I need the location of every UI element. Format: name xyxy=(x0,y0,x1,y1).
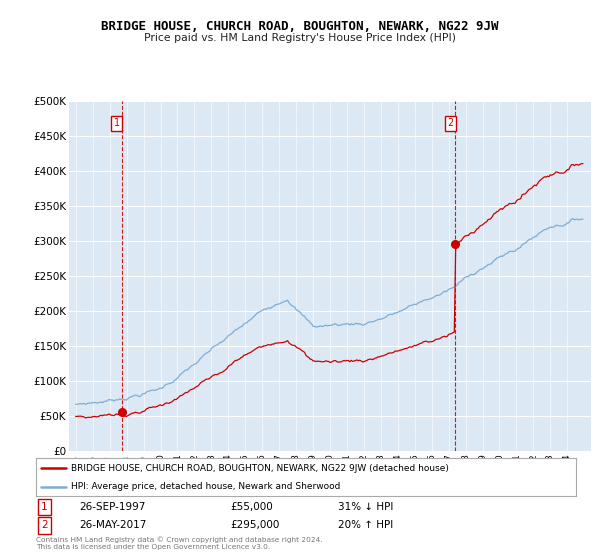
Text: 31% ↓ HPI: 31% ↓ HPI xyxy=(338,502,394,512)
Text: 2: 2 xyxy=(447,118,454,128)
Text: Price paid vs. HM Land Registry's House Price Index (HPI): Price paid vs. HM Land Registry's House … xyxy=(144,33,456,43)
Text: Contains HM Land Registry data © Crown copyright and database right 2024.
This d: Contains HM Land Registry data © Crown c… xyxy=(36,536,323,550)
Text: 20% ↑ HPI: 20% ↑ HPI xyxy=(338,520,394,530)
Text: BRIDGE HOUSE, CHURCH ROAD, BOUGHTON, NEWARK, NG22 9JW (detached house): BRIDGE HOUSE, CHURCH ROAD, BOUGHTON, NEW… xyxy=(71,464,449,473)
Text: £55,000: £55,000 xyxy=(230,502,273,512)
Text: 2: 2 xyxy=(41,520,47,530)
Text: 26-SEP-1997: 26-SEP-1997 xyxy=(79,502,146,512)
Text: 26-MAY-2017: 26-MAY-2017 xyxy=(79,520,146,530)
Text: £295,000: £295,000 xyxy=(230,520,280,530)
Text: BRIDGE HOUSE, CHURCH ROAD, BOUGHTON, NEWARK, NG22 9JW: BRIDGE HOUSE, CHURCH ROAD, BOUGHTON, NEW… xyxy=(101,20,499,33)
Text: HPI: Average price, detached house, Newark and Sherwood: HPI: Average price, detached house, Newa… xyxy=(71,483,340,492)
Text: 1: 1 xyxy=(114,118,120,128)
Text: 1: 1 xyxy=(41,502,47,512)
